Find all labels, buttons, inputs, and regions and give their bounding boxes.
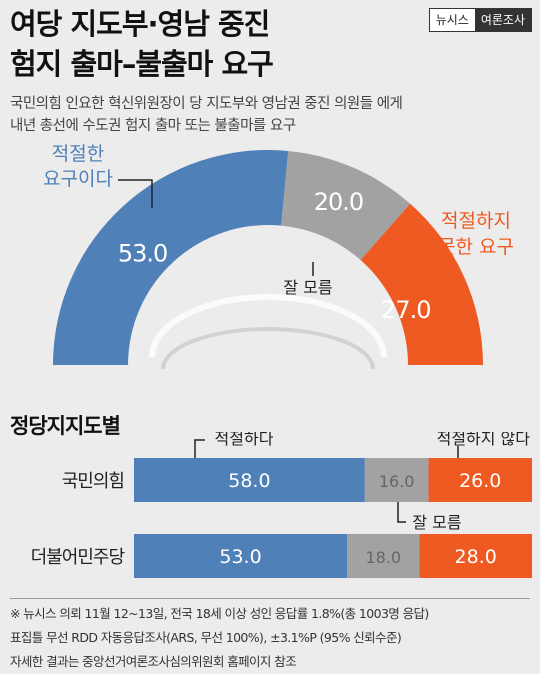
label-dontknow: 잘 모름 xyxy=(283,278,332,297)
bar-value-inappropriate: 28.0 xyxy=(455,546,497,568)
label-appropriate-line-1: 적절한 xyxy=(52,143,104,165)
title-line-2: 험지 출마–불출마 요구 xyxy=(10,47,274,81)
stacked-bar-chart: 국민의힘 58.0 16.0 26.0 더불어민주당 53.0 18.0 28.0 적절하다 적절… xyxy=(31,432,532,578)
subtitle-line-1: 국민의힘 인요한 혁신위원장이 당 지도부와 영남권 중진 의원들 에게 xyxy=(10,96,403,112)
annotation-inappropriate: 적절하지 않다 xyxy=(437,432,531,448)
leader-annotation-dontknow xyxy=(397,502,406,523)
donut-inner-highlight xyxy=(149,294,387,358)
logo-poll: 여론조사 xyxy=(474,9,531,31)
title-line-1: 여당 지도부·영남 중진 xyxy=(10,7,270,41)
bar-value-dontknow: 16.0 xyxy=(379,472,415,491)
bar-segment-inappropriate xyxy=(419,534,532,578)
bar-value-appropriate: 58.0 xyxy=(228,470,270,492)
donut-slice-appropriate xyxy=(53,149,289,365)
label-inappropriate-line-1: 적절하지 xyxy=(441,210,511,232)
footnote-line-1: ※ 뉴시스 의뢰 11월 12~13일, 전국 18세 이상 성인 응답률 1.… xyxy=(10,606,429,621)
leader-annotation-appropriate xyxy=(194,439,205,458)
label-appropriate-line-2: 요구이다 xyxy=(43,168,113,190)
footnote-divider xyxy=(10,598,530,599)
footnote-line-2: 표집틀 무선 RDD 자동응답조사(ARS, 무선 100%), ±3.1%P … xyxy=(10,630,402,645)
bar-value-inappropriate: 26.0 xyxy=(459,470,501,492)
bar-segment-inappropriate xyxy=(428,458,532,502)
bar-segment-dontknow xyxy=(364,458,429,502)
bar-value-appropriate: 53.0 xyxy=(219,546,261,568)
bar-segment-appropriate xyxy=(134,458,365,502)
annotation-appropriate: 적절하다 xyxy=(215,432,274,448)
bar-segment-appropriate xyxy=(134,534,348,578)
footnote-line-3: 자세한 결과는 중앙선거여론조사심의위원회 홈페이지 참조 xyxy=(10,654,297,669)
page-title: 여당 지도부·영남 중진 험지 출마–불출마 요구 xyxy=(10,4,274,84)
bar-category-label: 더불어민주당 xyxy=(31,547,125,568)
annotation-dontknow: 잘 모름 xyxy=(412,513,461,532)
donut-slice-inappropriate xyxy=(360,203,483,365)
subtitle: 국민의힘 인요한 혁신위원장이 당 지도부와 영남권 중진 의원들 에게 내년 … xyxy=(10,93,403,137)
donut-slice-dontknow xyxy=(281,150,411,260)
leader-appropriate xyxy=(118,179,153,208)
logo-newsis: 뉴시스 xyxy=(429,9,475,31)
bar-category-label: 국민의힘 xyxy=(62,471,124,492)
label-inappropriate-line-2: 못한 요구 xyxy=(438,236,514,258)
bar-segment-dontknow xyxy=(347,534,420,578)
footnote: ※ 뉴시스 의뢰 11월 12~13일, 전국 18세 이상 성인 응답률 1.… xyxy=(10,596,532,674)
value-label-inappropriate: 27.0 xyxy=(381,296,430,324)
bar-value-dontknow: 18.0 xyxy=(365,548,401,567)
newsis-poll-logo: 뉴시스 여론조사 xyxy=(428,8,532,32)
subtitle-line-2: 내년 총선에 수도권 험지 출마 또는 불출마를 요구 xyxy=(10,118,296,134)
party-section-title: 정당지지도별 xyxy=(10,414,121,438)
value-label-dontknow: 20.0 xyxy=(314,188,363,216)
value-label-appropriate: 53.0 xyxy=(118,240,167,268)
donut-inner-shadow xyxy=(161,327,375,370)
